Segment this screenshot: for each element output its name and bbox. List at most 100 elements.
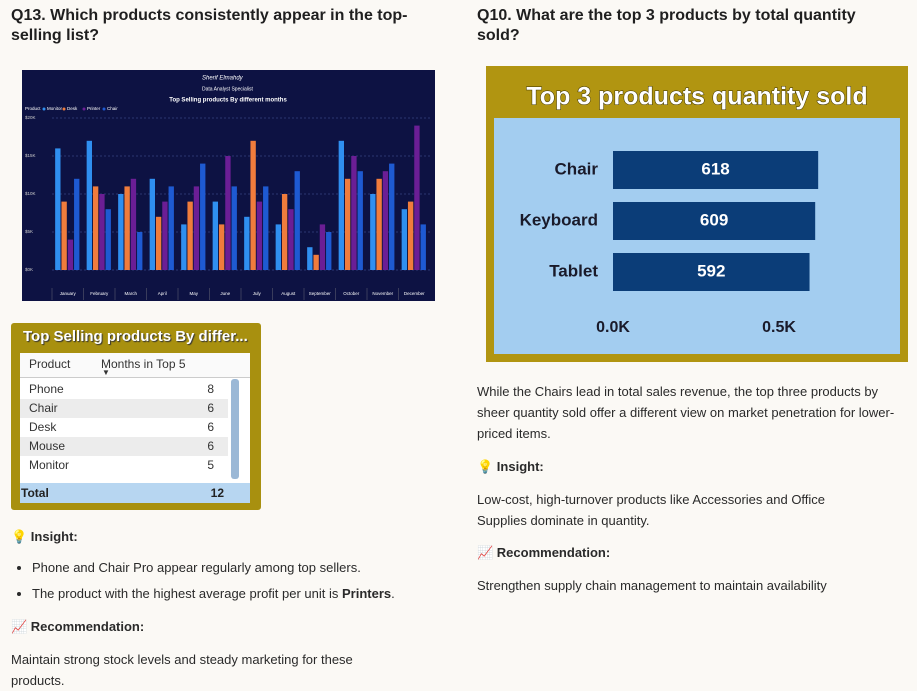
chart-title: Top Selling products By different months [169, 98, 287, 104]
bar [231, 186, 237, 270]
x-tick-label: July [253, 291, 262, 296]
bar [613, 253, 810, 291]
table-row: Chair 6 [20, 399, 228, 418]
legend-label: Chair [107, 106, 118, 111]
insight-label: 💡 Insight: [11, 529, 78, 544]
x-tick-label: October [343, 291, 360, 296]
x-tick-label: 0.0K [596, 319, 630, 336]
bar [55, 148, 61, 270]
bar [118, 194, 124, 270]
scrollbar [231, 379, 239, 479]
x-tick-label: March [124, 291, 137, 296]
legend-swatch [82, 107, 86, 111]
bar [162, 201, 168, 270]
x-tick-label: 0.5K [762, 319, 796, 336]
x-tick-label: May [189, 291, 198, 296]
bar [218, 224, 225, 270]
bar [256, 201, 263, 270]
author: Sherif Elmahdy [202, 76, 244, 82]
bar [376, 178, 382, 270]
heading: Q10. What are the top 3 products by tota… [477, 7, 856, 44]
recommendation-label: 📈 Recommendation: [11, 619, 145, 634]
bar-chart-image: Top 3 products quantity sold Chair 618 Keyb… [486, 66, 908, 362]
legend-swatch [62, 107, 66, 111]
bar [193, 186, 200, 270]
bar [181, 224, 187, 270]
bar [212, 201, 219, 270]
table-row: Monitor 5 [20, 456, 228, 475]
bar [244, 216, 250, 270]
legend-swatch [102, 107, 106, 111]
table-image: Top Selling products By differ... Produc… [11, 323, 261, 510]
bar [67, 239, 74, 270]
cell: Desk [29, 420, 57, 434]
recommendation-label: 📈 Recommendation: [477, 545, 611, 560]
bar [307, 247, 313, 270]
bullet-text: . [391, 586, 395, 601]
x-tick-label: November [372, 291, 393, 296]
cell: Mouse [29, 439, 66, 453]
x-tick-label: January [60, 291, 77, 296]
bar [250, 140, 256, 270]
bar [92, 186, 99, 270]
bar [281, 194, 288, 270]
bar [74, 178, 80, 270]
bar [344, 178, 351, 270]
bar [351, 156, 357, 270]
bar [275, 224, 282, 270]
bar [414, 125, 420, 270]
column-header: Months in Top 5 [101, 357, 186, 371]
cell: 6 [207, 401, 214, 415]
bar [319, 224, 326, 270]
bullet-text: The product with the highest average pro… [32, 586, 343, 601]
bar [382, 171, 389, 270]
bar [168, 186, 174, 270]
recommendation: Maintain strong stock levels and steady … [11, 652, 353, 688]
legend-label: Printer [87, 106, 101, 111]
x-tick-label: February [90, 291, 109, 296]
bar [263, 186, 269, 270]
y-tick-label: Tablet [549, 261, 598, 280]
cell: Chair [29, 401, 58, 415]
y-tick-label: Chair [555, 159, 599, 178]
bar [613, 202, 816, 240]
bar [288, 209, 294, 270]
bar [187, 201, 193, 270]
bullet-list: Phone and Chair Pro appear regularly amo… [11, 557, 472, 609]
paragraph: While the Chairs lead in total sales rev… [477, 384, 895, 441]
y-tick-label: $15K [25, 153, 36, 158]
table-body: Product Months in Top 5 ▼ Phone 8 Chair 6 De… [20, 353, 250, 503]
bar [401, 209, 408, 270]
bar [61, 201, 67, 270]
bar [99, 194, 105, 270]
total-value: 12 [210, 486, 224, 500]
bullet: Phone and Chair Pro appear regularly amo… [32, 557, 472, 578]
recommendation: Strengthen supply chain management to ma… [477, 578, 827, 593]
legend-title: Product [25, 106, 41, 111]
bar [124, 186, 130, 270]
x-tick-label: December [404, 291, 425, 296]
data-label: 592 [697, 261, 725, 280]
bullet-bold: Printers [342, 586, 392, 601]
heading: Q13. Which products consistently appear … [11, 7, 408, 44]
bar [420, 224, 426, 270]
legend-swatch [42, 107, 46, 111]
bar-chart-image: Sherif Elmahdy Data Analyst Specialist Top… [22, 70, 435, 301]
bullet: The product with the highest average pro… [32, 583, 472, 604]
bar [149, 178, 156, 270]
bar [86, 140, 93, 270]
sort-icon: ▼ [102, 368, 110, 377]
x-tick-label: September [309, 291, 332, 296]
bar [370, 194, 376, 270]
bar [407, 201, 414, 270]
x-tick-label: June [220, 291, 230, 296]
bar [357, 171, 363, 270]
table-header: Product Months in Top 5 ▼ [20, 353, 250, 378]
y-tick-label: $0K [25, 267, 33, 272]
x-tick-label: August [281, 291, 296, 296]
cell: 5 [207, 458, 214, 472]
bar [313, 254, 319, 270]
bar [155, 216, 162, 270]
table-row: Mouse 6 [20, 437, 228, 456]
